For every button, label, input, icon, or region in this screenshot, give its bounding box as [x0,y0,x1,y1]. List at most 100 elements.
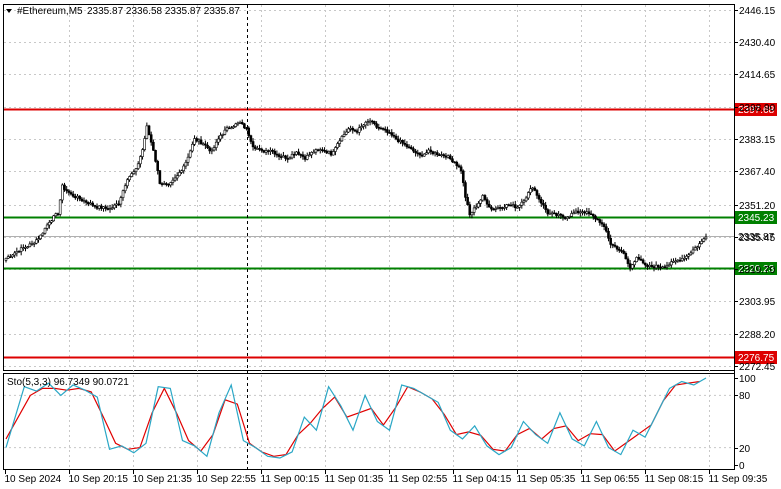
candle-body [110,207,114,210]
candle-body [539,198,543,204]
candle-body [195,138,199,142]
candle-body [416,152,420,155]
candle-body [518,205,521,208]
candle-body [370,120,374,123]
candle-body [342,134,346,137]
candle-body [217,138,220,143]
candle-body [327,151,331,154]
candle-body [260,148,264,151]
candle-body [448,155,452,160]
collapse-triangle-icon[interactable] [6,9,12,13]
candle-body [54,213,58,217]
candle-body [82,200,86,202]
candle-body [605,226,608,232]
candle-body [477,203,480,208]
price-levels: 2397.68 2345.23 2320.23 2276.75 2335.87 [4,103,777,364]
candle-body [106,208,110,210]
candle-body [65,189,68,192]
candle-body [279,156,283,158]
price-tick-label: 2288.20 [739,330,776,341]
candle-body [113,204,116,209]
candle-body [461,170,465,183]
candle-body [78,195,81,200]
candle-body [262,150,266,153]
candle-body [178,172,181,177]
candle-body [403,142,407,145]
chart-symbol: #Ethereum,M5 [17,6,83,17]
level-price-tag [735,103,777,116]
candle-body [28,243,32,247]
candle-body [667,264,671,267]
candle-body [401,140,404,144]
candle-body [561,214,565,218]
candle-body [243,123,246,129]
candle-body [9,256,12,258]
candle-body [687,254,690,257]
candle-body [492,208,495,211]
candle-body [609,237,612,245]
candle-body [548,212,552,215]
candle-body [349,127,352,130]
price-tick-label: 2272.45 [739,362,776,373]
candle-body [52,215,55,222]
candle-body [459,166,463,172]
candle-body [206,144,209,149]
candle-body [288,157,292,160]
candle-body [412,148,415,152]
candle-body [208,147,212,152]
current-price-tag [735,230,777,243]
candle-body [316,149,320,151]
candle-body [225,127,229,131]
candle-body [156,161,160,171]
candle-body [587,211,591,215]
level-price-label: 2320.23 [738,264,775,275]
candle-body [290,153,294,159]
price-tick-label: 2319.70 [739,265,776,276]
price-tick-label: 2351.20 [739,201,776,212]
candle-body [420,154,424,157]
time-tick-label: 11 Sep 02:55 [389,474,448,485]
candles [4,118,708,272]
candle-body [364,121,368,126]
candle-body [223,129,227,135]
candle-body [481,195,485,201]
candle-body [323,150,326,152]
candle-body [50,220,53,223]
candle-body [494,208,498,210]
candle-body [201,143,205,146]
candle-body [628,263,632,269]
candle-body [598,219,602,223]
candle-body [219,135,222,140]
candle-body [563,216,567,219]
time-tick-label: 11 Sep 00:15 [261,474,320,485]
time-tick-label: 11 Sep 05:35 [517,474,576,485]
candle-body [236,122,240,125]
candle-body [74,196,77,199]
candle-body [357,127,361,133]
time-tick-label: 11 Sep 04:15 [453,474,512,485]
candle-body [572,212,576,215]
candle-body [596,218,599,221]
candle-body [175,175,179,179]
candle-body [487,203,491,208]
candle-body [173,177,177,181]
candle-body [312,151,316,154]
candle-body [269,149,272,152]
candle-body [446,155,450,158]
candle-body [396,138,400,143]
candle-body [379,127,383,130]
candle-body [212,147,216,151]
candle-body [299,154,303,156]
candle-body [97,205,101,209]
candle-body [529,188,532,193]
candle-body [56,213,60,215]
candle-body [158,170,162,184]
candle-body [89,202,92,205]
candle-body [691,249,695,254]
candle-body [442,154,446,157]
candle-body [375,123,378,128]
candle-body [39,234,42,239]
candle-body [444,155,448,158]
candle-body [180,170,183,173]
